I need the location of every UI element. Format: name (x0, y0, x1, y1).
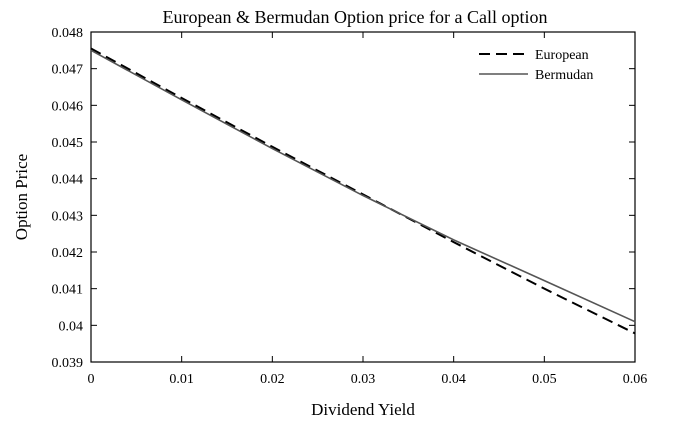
legend-label-bermudan: Bermudan (535, 68, 593, 83)
x-tick-label: 0.04 (441, 372, 466, 387)
chart-title: European & Bermudan Option price for a C… (163, 7, 548, 27)
series-line-bermudan (90, 49, 636, 323)
legend-label-european: European (535, 48, 589, 63)
y-tick-label: 0.047 (52, 63, 84, 78)
x-tick-label: 0.01 (169, 372, 194, 387)
y-tick-label: 0.039 (52, 356, 84, 371)
y-tick-label: 0.044 (52, 173, 84, 188)
y-tick-label: 0.04 (59, 319, 84, 334)
x-tick-label: 0.05 (532, 372, 557, 387)
y-axis-label: Option Price (12, 154, 31, 240)
series-layer (90, 47, 636, 335)
x-tick-label: 0.06 (623, 372, 648, 387)
x-tick-label: 0.02 (260, 372, 285, 387)
x-tick-label: 0.03 (351, 372, 376, 387)
x-tick-label: 0 (88, 372, 95, 387)
y-tick-label: 0.043 (52, 209, 84, 224)
y-tick-label: 0.048 (52, 26, 84, 41)
y-tick-label: 0.045 (52, 136, 84, 151)
y-tick-label: 0.042 (52, 246, 84, 261)
legend: European Bermudan (479, 48, 593, 83)
y-tick-label: 0.046 (52, 99, 84, 114)
y-tick-label: 0.041 (52, 283, 84, 298)
series-line-european (90, 47, 636, 335)
axis-ticks: 0 0.01 0.02 0.03 0.04 0.05 0.06 0.039 0.04 0.041 0… (52, 26, 648, 387)
x-axis-label: Dividend Yield (311, 400, 415, 419)
